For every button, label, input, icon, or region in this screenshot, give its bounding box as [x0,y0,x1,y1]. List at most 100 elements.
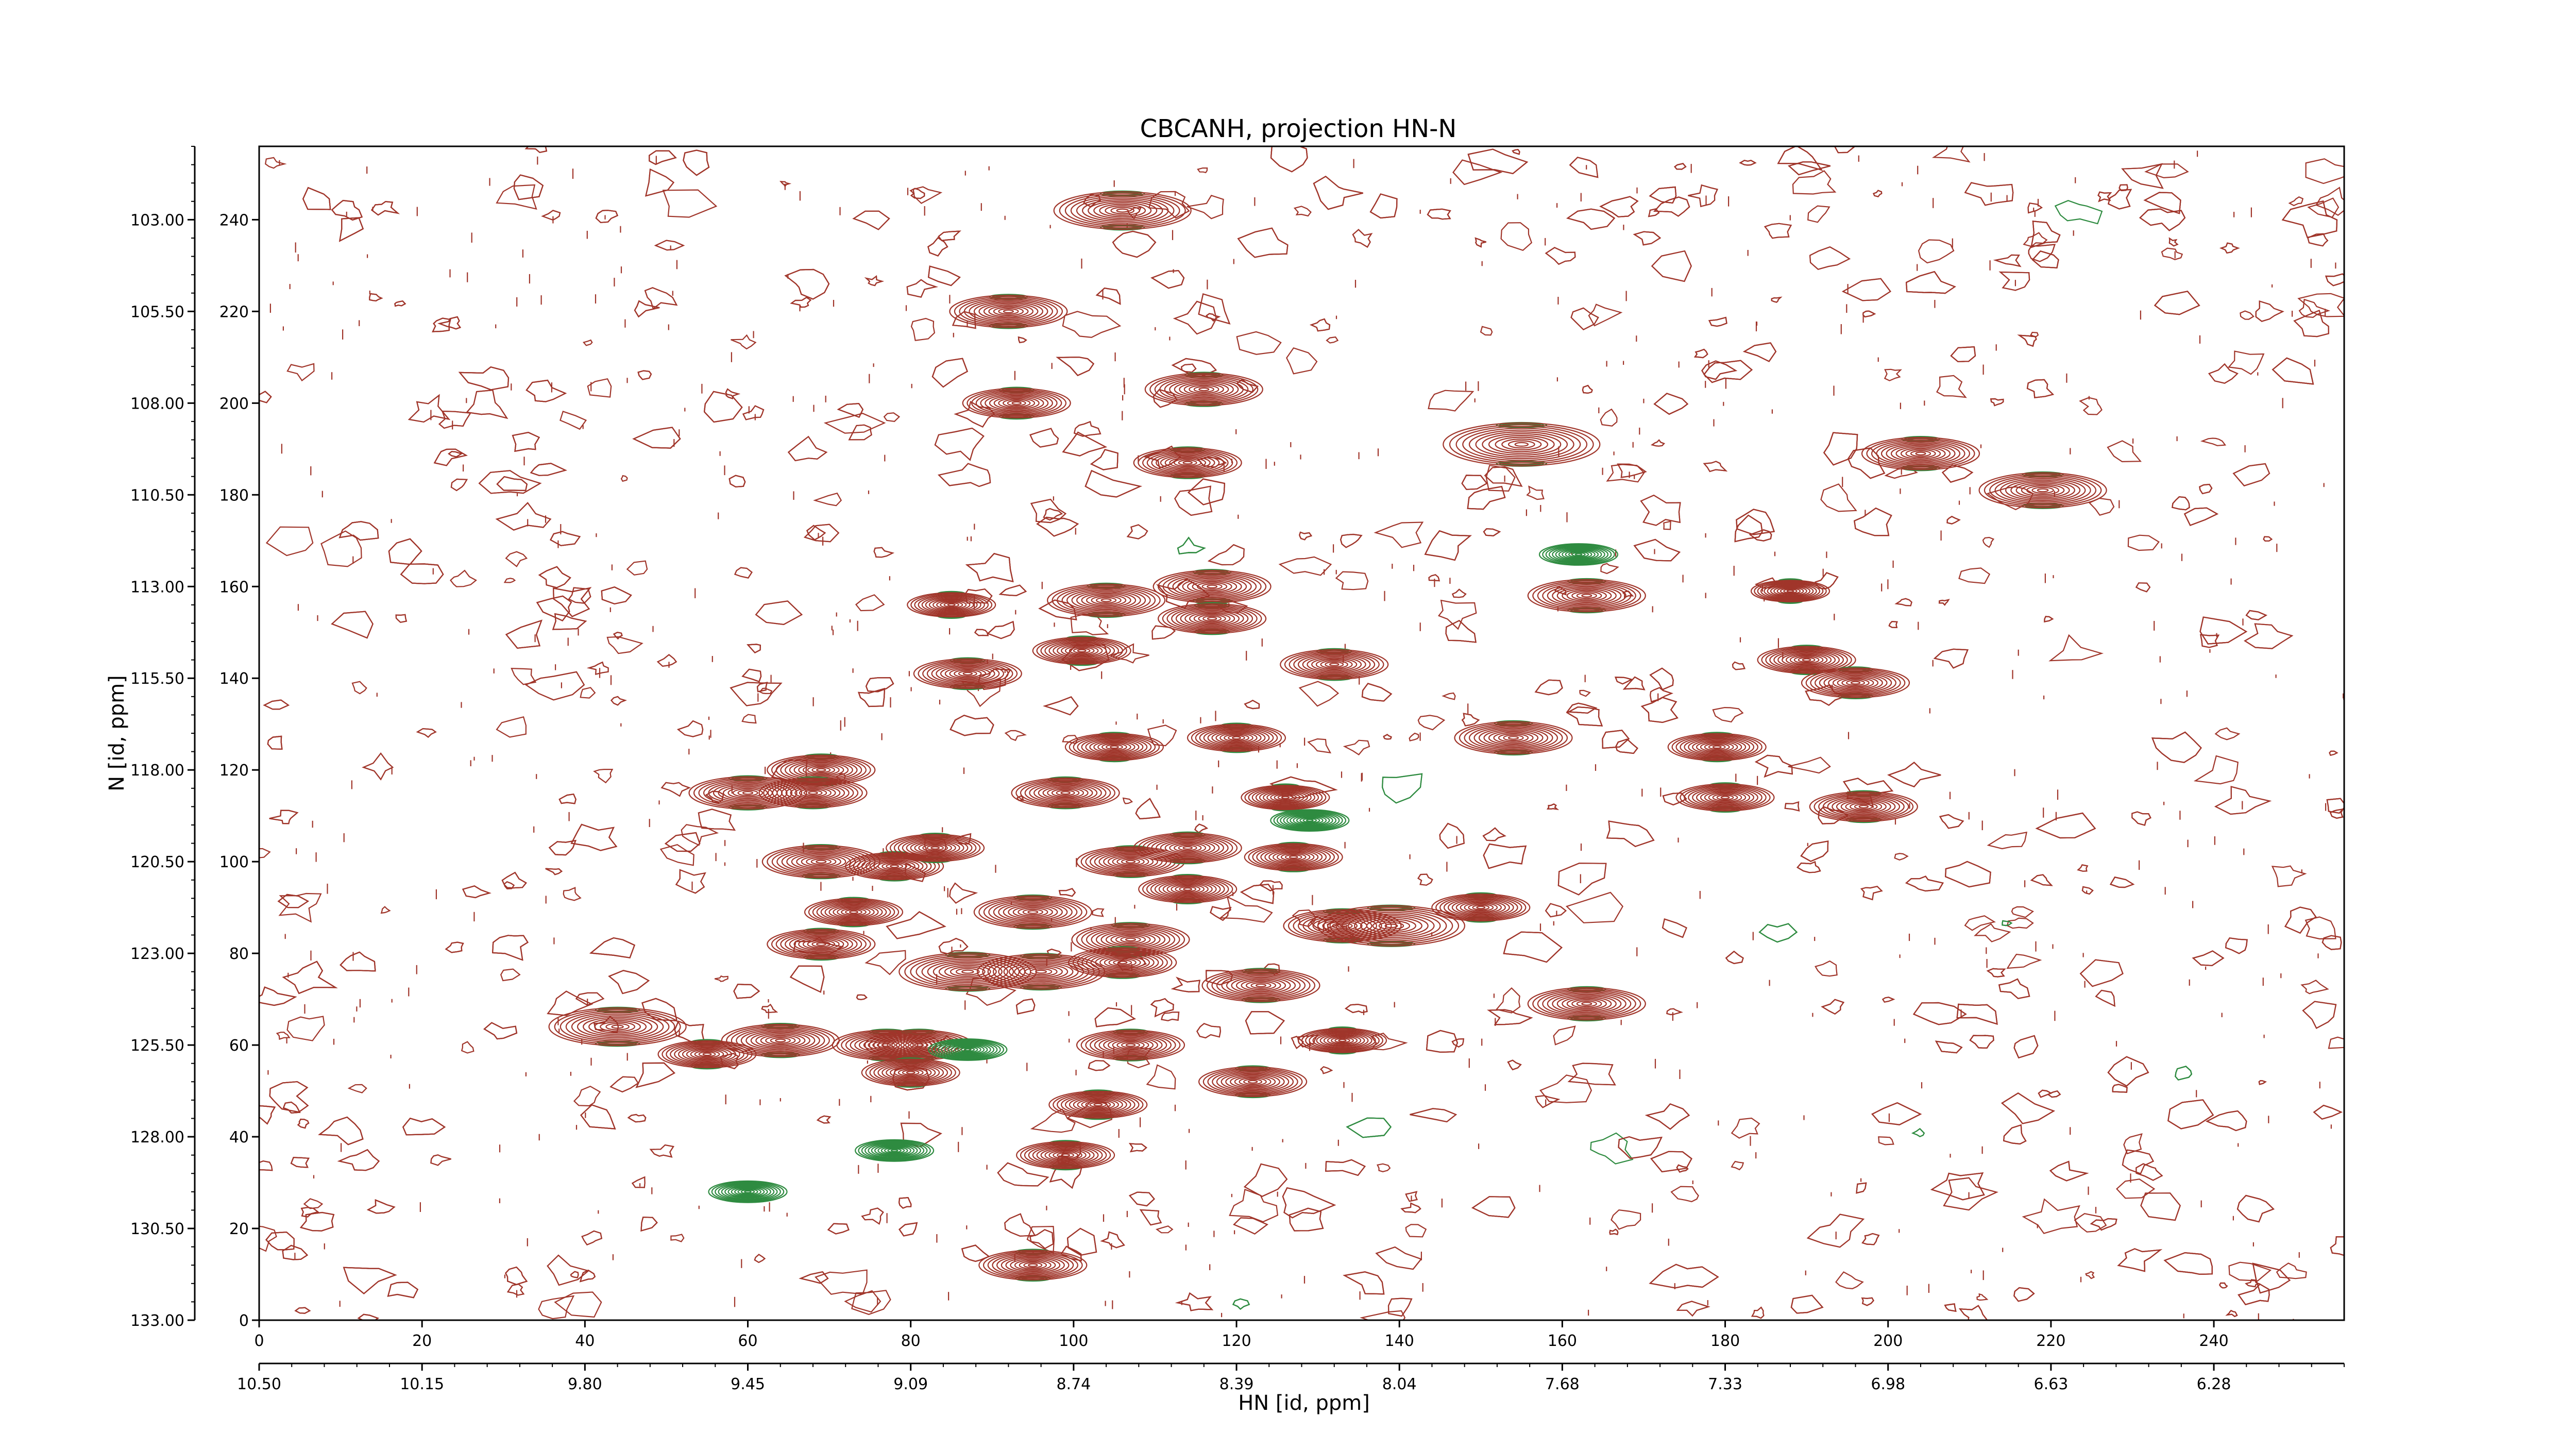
peak-contour [1684,737,1751,757]
noise-contour [608,970,650,995]
peak-contour [1555,547,1602,562]
peak-contour [1581,1002,1592,1006]
peak-contour [1042,786,1089,800]
peak-contour [1861,436,1980,470]
peak-contour [1189,384,1219,394]
noise-contour [1340,533,1363,548]
noise-contour [2109,877,2135,888]
noise-contour [2006,917,2034,929]
noise-contour [640,1217,658,1232]
peak-contour [1255,983,1267,988]
noise-contour [1237,227,1289,258]
peak-contour [1195,726,1278,750]
noise-contour [563,887,582,901]
x-ppm-tick-label: 8.74 [1056,1375,1091,1393]
noise-contour [1360,1310,1406,1320]
noise-contour [2097,191,2112,203]
peak-contour [1036,637,1127,664]
peak-contour [688,776,807,810]
peak-contour [1810,670,1901,696]
peak-contour [1160,840,1215,856]
y-index-tick-label: 60 [229,1037,249,1055]
noise-contour [1734,514,1763,543]
noise-contour [2325,273,2344,287]
noise-contour [2144,163,2189,179]
noise-contour [2027,202,2043,214]
peak-contour [1435,895,1527,920]
peak-contour [913,658,1022,689]
noise-contour [1649,186,1677,204]
peak-contour [1003,903,1063,921]
noise-contour [259,1160,273,1171]
peak-contour [1151,452,1224,474]
peak-contour-group [913,657,1022,690]
peak-contour [736,1027,825,1053]
peak-contour [1325,661,1344,668]
peak-contour [770,1037,791,1044]
noise-contour [1703,360,1753,383]
noise-contour [1873,190,1883,197]
noise-contour [1645,1103,1690,1130]
noise-contour [505,1266,528,1285]
peak-contour [877,861,911,871]
peak-contour [734,1187,761,1196]
peak-contour [1327,921,1358,931]
peak-contour-group [949,294,1068,329]
peak-contour [1488,435,1555,454]
peak-contour [816,942,826,946]
noise-contour [2326,798,2344,814]
peak-contour [711,1181,785,1202]
peak-contour [1552,993,1622,1014]
peak-contour [1174,380,1234,398]
noise-contour [1617,463,1647,478]
peak-contour [993,307,1024,316]
peak-contour [1858,804,1869,808]
peak-contour [755,1033,806,1048]
noise-contour [787,435,828,462]
peak-contour-group [1978,471,2107,509]
peak-contour [944,965,991,979]
peak-contour [1532,580,1641,611]
peak-contour-group [1144,372,1263,407]
noise-contour [1854,507,1892,536]
peak-contour [1309,1031,1376,1050]
noise-contour [466,389,509,419]
peak-contour [1033,783,1098,802]
peak-contour [1329,662,1340,666]
noise-contour [2047,1090,2061,1098]
noise-contour [2003,1124,2027,1145]
peak-contour [1081,199,1163,222]
peak-contour [1692,739,1742,754]
peak-contour [1044,1149,1087,1161]
noise-contour [1602,730,1630,749]
peak-contour [877,1145,911,1156]
peak-contour [1090,953,1155,972]
peak-contour [1070,196,1175,226]
noise-contour [816,1115,832,1124]
peak-contour [1454,721,1573,755]
noise-contour [1187,194,1224,220]
noise-contour [550,531,581,546]
noise-contour [318,1116,364,1145]
noise-contour [2199,616,2248,645]
peak-contour-group [708,1180,788,1203]
y-ppm-tick-label: 123.00 [130,945,184,963]
peak-contour [1712,745,1722,749]
noise-contour [1732,661,1745,670]
peak-contour [775,1038,786,1042]
peak-contour [1783,588,1798,594]
peak-contour-group [1032,635,1131,666]
peak-contour [1085,1101,1111,1109]
peak-contour-group [976,953,1106,991]
noise-contour [2079,959,2124,987]
peak-contour [1312,917,1372,935]
noise-contour [2121,163,2164,189]
peak-contour [1166,883,1209,896]
noise-contour [2225,937,2248,954]
peak-contour [921,958,1014,985]
noise-contour [1004,1213,1036,1237]
noise-contour [2154,291,2200,315]
peak-contour [1984,474,2102,507]
peak-contour [1708,792,1742,803]
peak-contour [1247,1080,1258,1084]
